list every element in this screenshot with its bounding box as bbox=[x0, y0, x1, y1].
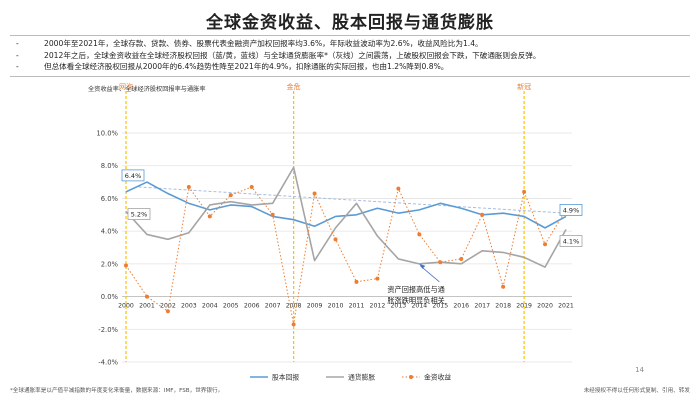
x-tick-label: 2004 bbox=[202, 303, 218, 310]
data-point bbox=[291, 322, 296, 327]
data-label: 4.1% bbox=[563, 238, 580, 246]
y-tick-label: 2.0% bbox=[101, 260, 119, 268]
data-point bbox=[375, 276, 380, 281]
bullet-dash: - bbox=[16, 50, 19, 60]
y-tick-label: 6.0% bbox=[101, 195, 119, 203]
data-label-box bbox=[121, 169, 145, 182]
y-tick-label: 8.0% bbox=[101, 162, 119, 170]
x-tick-label: 2001 bbox=[139, 303, 155, 310]
event-label: 金危 bbox=[287, 82, 301, 91]
event-label: 网泡 bbox=[119, 82, 133, 91]
y-tick-label: -2.0% bbox=[98, 326, 118, 334]
x-tick-label: 2020 bbox=[537, 303, 553, 310]
data-label-box bbox=[559, 204, 583, 216]
trendline bbox=[138, 186, 567, 214]
data-label-box bbox=[127, 208, 151, 220]
data-point bbox=[522, 189, 527, 194]
data-point bbox=[312, 191, 317, 196]
event-label: 新冠 bbox=[517, 82, 531, 91]
x-tick-label: 2018 bbox=[495, 303, 511, 310]
bullet-dash: - bbox=[16, 62, 19, 71]
annotation-text: 资产回报高低与通 bbox=[387, 285, 445, 294]
x-tick-label: 2006 bbox=[244, 303, 260, 310]
x-tick-label: 2003 bbox=[181, 303, 197, 310]
x-tick-label: 2007 bbox=[265, 303, 281, 310]
data-point bbox=[165, 309, 170, 314]
x-tick-label: 2015 bbox=[432, 303, 448, 310]
bullet-item: - 但总体看全球经济股权回报从2000年的6.4%趋势性降至2021年的4.9%，… bbox=[16, 62, 449, 71]
bullet-list: -2000年至2021年，全球存款、贷款、债券、股票代表金融资产加权回报率均3.… bbox=[10, 35, 690, 77]
x-tick-label: 2012 bbox=[370, 303, 386, 310]
bullet-dash: - bbox=[16, 39, 19, 48]
data-point bbox=[144, 294, 149, 299]
y-tick-label: -4.0% bbox=[98, 359, 118, 367]
data-point bbox=[333, 237, 338, 242]
legend-label: 金资收益 bbox=[424, 373, 451, 382]
x-tick-label: 2011 bbox=[349, 303, 365, 310]
x-tick-label: 2014 bbox=[411, 303, 427, 310]
x-tick-label: 2005 bbox=[223, 303, 239, 310]
x-tick-label: 2021 bbox=[558, 303, 574, 310]
data-label-box bbox=[559, 235, 583, 247]
y-tick-label: 10.0% bbox=[96, 130, 118, 138]
series-line bbox=[125, 166, 567, 268]
data-point bbox=[270, 212, 275, 217]
legend-marker bbox=[409, 375, 413, 379]
x-tick-label: 2013 bbox=[391, 303, 407, 310]
data-point bbox=[228, 193, 233, 198]
page-number: 14 bbox=[635, 366, 644, 374]
x-tick-label: 2010 bbox=[328, 303, 344, 310]
legend-label: 股本回报 bbox=[272, 373, 299, 382]
data-point bbox=[543, 242, 548, 247]
data-point bbox=[186, 184, 191, 189]
annotation-arrowhead bbox=[419, 263, 426, 269]
data-point bbox=[396, 186, 401, 191]
bullet-item: -2012年之后，全球金资收益在全球经济股权回报（蓝/黄，蓝线）与全球通货膨胀率… bbox=[16, 50, 541, 60]
footnote-source: *全球通胀率是以产值平减指数的年度变化来衡量，数据来源：IMF，FSB，世界银行… bbox=[10, 388, 224, 394]
data-label: 4.9% bbox=[563, 206, 580, 214]
series-line bbox=[125, 181, 567, 229]
data-point bbox=[480, 212, 485, 217]
data-point bbox=[124, 263, 128, 268]
data-point bbox=[438, 260, 443, 265]
x-tick-label: 2016 bbox=[453, 303, 469, 310]
x-tick-label: 2017 bbox=[474, 303, 490, 310]
data-point bbox=[354, 279, 359, 284]
data-point bbox=[501, 284, 506, 289]
data-point bbox=[459, 256, 464, 261]
page-title: 全球金资收益、股本回报与通货膨胀 bbox=[206, 13, 494, 33]
x-tick-label: 2002 bbox=[160, 303, 176, 310]
annotation-text: 胀涨跌明显负相关 bbox=[387, 296, 445, 305]
annotation-arrow bbox=[420, 265, 440, 283]
bullet-item: -2000年至2021年，全球存款、贷款、债券、股票代表金融资产加权回报率均3.… bbox=[16, 39, 483, 48]
data-point bbox=[207, 214, 212, 219]
data-label: 6.4% bbox=[125, 172, 142, 180]
data-point bbox=[249, 184, 254, 189]
footnote-copyright: 未经授权不得以任何形式复制、引用、转发 bbox=[583, 388, 690, 394]
x-tick-label: 2009 bbox=[307, 303, 323, 310]
y-tick-label: 4.0% bbox=[101, 228, 119, 236]
data-label: 5.2% bbox=[131, 211, 148, 219]
data-point bbox=[417, 232, 422, 237]
y-axis-title: 全资收益率、全球经济股权回报率与通胀率 bbox=[88, 86, 206, 93]
series-line bbox=[125, 185, 567, 325]
y-tick-label: 0.0% bbox=[101, 293, 119, 301]
legend-label: 通货膨胀 bbox=[348, 373, 375, 382]
